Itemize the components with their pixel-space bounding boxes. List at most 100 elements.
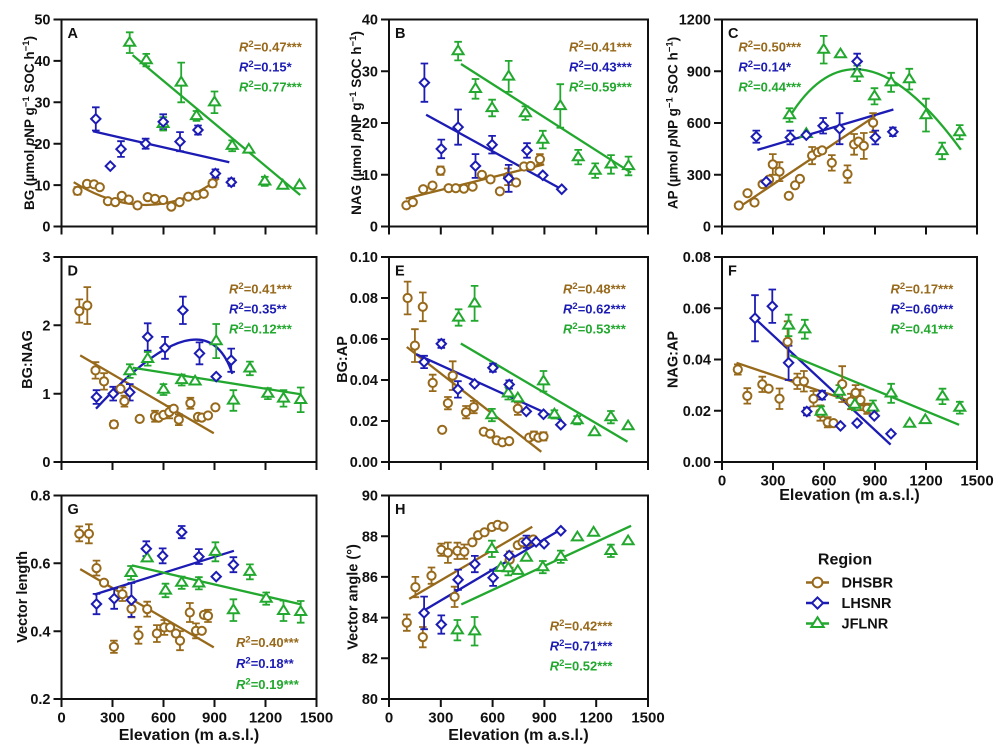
svg-text:R2=0.42***: R2=0.42*** — [550, 618, 614, 634]
svg-text:R2=0.41***: R2=0.41*** — [569, 39, 633, 55]
svg-text:BG:NAG: BG:NAG — [20, 330, 36, 389]
svg-text:R2=0.50***: R2=0.50*** — [738, 39, 802, 55]
svg-text:0.02: 0.02 — [350, 414, 378, 430]
svg-text:H: H — [395, 502, 405, 518]
svg-text:0.6: 0.6 — [30, 557, 50, 573]
svg-text:10: 10 — [34, 178, 50, 194]
svg-text:R2=0.62***: R2=0.62*** — [563, 301, 627, 317]
svg-text:R2=0.48***: R2=0.48*** — [563, 281, 627, 297]
svg-text:300: 300 — [100, 710, 125, 727]
svg-text:R2=0.41***: R2=0.41*** — [891, 321, 955, 337]
svg-text:0: 0 — [42, 220, 50, 236]
svg-text:0.4: 0.4 — [30, 624, 50, 640]
svg-text:Region: Region — [818, 552, 872, 569]
svg-text:1500: 1500 — [960, 473, 993, 490]
svg-text:0.00: 0.00 — [683, 455, 711, 471]
svg-text:Elevation (m a.s.l.): Elevation (m a.s.l.) — [779, 487, 919, 504]
svg-text:80: 80 — [362, 692, 378, 708]
svg-text:R2=0.41***: R2=0.41*** — [229, 281, 293, 297]
svg-text:0: 0 — [370, 220, 378, 236]
svg-text:20: 20 — [362, 116, 378, 132]
svg-text:R2=0.17***: R2=0.17*** — [891, 281, 955, 297]
svg-text:0: 0 — [703, 220, 711, 236]
svg-text:600: 600 — [151, 710, 176, 727]
svg-text:3: 3 — [42, 250, 50, 266]
svg-text:LHSNR: LHSNR — [842, 596, 892, 612]
svg-text:F: F — [728, 264, 737, 280]
svg-text:0: 0 — [42, 455, 50, 471]
svg-text:50: 50 — [34, 13, 50, 29]
svg-text:0.2: 0.2 — [30, 692, 50, 708]
svg-text:600: 600 — [687, 116, 711, 132]
svg-text:0.06: 0.06 — [683, 301, 711, 317]
svg-text:0.06: 0.06 — [350, 332, 378, 348]
svg-text:R2=0.71***: R2=0.71*** — [550, 638, 614, 654]
svg-text:R2=0.52***: R2=0.52*** — [550, 658, 614, 674]
svg-text:Elevation (m a.s.l.): Elevation (m a.s.l.) — [448, 727, 588, 744]
svg-text:1500: 1500 — [631, 710, 664, 727]
svg-text:R2=0.35**: R2=0.35** — [229, 301, 288, 317]
svg-text:1200: 1200 — [909, 473, 942, 490]
svg-text:0.04: 0.04 — [350, 373, 378, 389]
svg-text:D: D — [68, 264, 78, 280]
svg-text:300: 300 — [428, 710, 453, 727]
svg-text:30: 30 — [34, 96, 50, 112]
svg-text:0.8: 0.8 — [30, 489, 50, 505]
svg-text:B: B — [395, 26, 405, 42]
svg-text:86: 86 — [362, 570, 378, 586]
svg-text:900: 900 — [532, 710, 557, 727]
svg-text:300: 300 — [687, 168, 711, 184]
svg-text:0.00: 0.00 — [350, 455, 378, 471]
svg-text:NAG:AP: NAG:AP — [666, 331, 682, 389]
svg-text:Vector angle (°): Vector angle (°) — [346, 544, 362, 650]
svg-text:DHSBR: DHSBR — [842, 576, 894, 592]
svg-text:1500: 1500 — [300, 710, 333, 727]
svg-text:A: A — [68, 26, 79, 42]
svg-text:R2=0.77***: R2=0.77*** — [239, 79, 303, 95]
svg-text:1: 1 — [42, 387, 50, 403]
svg-text:R2=0.40***: R2=0.40*** — [236, 635, 300, 651]
svg-text:R2=0.19***: R2=0.19*** — [236, 677, 300, 693]
svg-text:84: 84 — [362, 611, 378, 627]
svg-text:AP (µmol pNP g−1​ SOC h−1​): AP (µmol pNP g−1​ SOC h−1​) — [665, 37, 681, 209]
svg-text:R2=0.43***: R2=0.43*** — [569, 59, 633, 75]
svg-text:1200: 1200 — [580, 710, 613, 727]
svg-text:0.08: 0.08 — [683, 250, 711, 266]
svg-text:600: 600 — [811, 473, 836, 490]
svg-text:BG (µmol pNP g−1​ SOC h−1​): BG (µmol pNP g−1​ SOC h−1​) — [21, 36, 37, 210]
svg-text:C: C — [728, 26, 739, 42]
svg-text:Vector length: Vector length — [15, 551, 31, 643]
svg-text:40: 40 — [362, 13, 378, 29]
svg-text:0.10: 0.10 — [350, 250, 378, 266]
svg-text:R2=0.15*: R2=0.15* — [239, 59, 293, 75]
svg-text:0.08: 0.08 — [350, 291, 378, 307]
svg-text:JFLNR: JFLNR — [842, 617, 889, 633]
svg-text:20: 20 — [34, 137, 50, 153]
svg-text:2: 2 — [42, 319, 50, 335]
svg-text:600: 600 — [480, 710, 505, 727]
svg-text:900: 900 — [202, 710, 227, 727]
svg-text:R2=0.47***: R2=0.47*** — [239, 39, 303, 55]
svg-text:R2=0.53***: R2=0.53*** — [563, 321, 627, 337]
svg-text:0.04: 0.04 — [683, 353, 711, 369]
svg-text:NAG (µmol pNP g−1​ SOC h−1​): NAG (µmol pNP g−1​ SOC h−1​) — [348, 31, 364, 215]
svg-text:Elevation (m a.s.l.): Elevation (m a.s.l.) — [119, 727, 259, 744]
svg-text:0: 0 — [57, 710, 65, 727]
svg-text:R2=0.60***: R2=0.60*** — [891, 301, 955, 317]
svg-text:900: 900 — [687, 65, 711, 81]
svg-text:R2=0.44***: R2=0.44*** — [738, 79, 802, 95]
svg-text:88: 88 — [362, 529, 378, 545]
svg-text:30: 30 — [362, 65, 378, 81]
svg-text:G: G — [68, 502, 79, 518]
svg-text:0: 0 — [385, 710, 393, 727]
svg-text:40: 40 — [34, 54, 50, 70]
svg-text:1200: 1200 — [679, 13, 711, 29]
svg-text:82: 82 — [362, 652, 378, 668]
svg-text:R2=0.59***: R2=0.59*** — [569, 79, 633, 95]
svg-text:BG:AP: BG:AP — [335, 336, 351, 383]
svg-text:0: 0 — [718, 473, 726, 490]
svg-text:E: E — [395, 264, 405, 280]
svg-text:0.02: 0.02 — [683, 404, 711, 420]
svg-text:1200: 1200 — [249, 710, 282, 727]
svg-text:90: 90 — [362, 489, 378, 505]
